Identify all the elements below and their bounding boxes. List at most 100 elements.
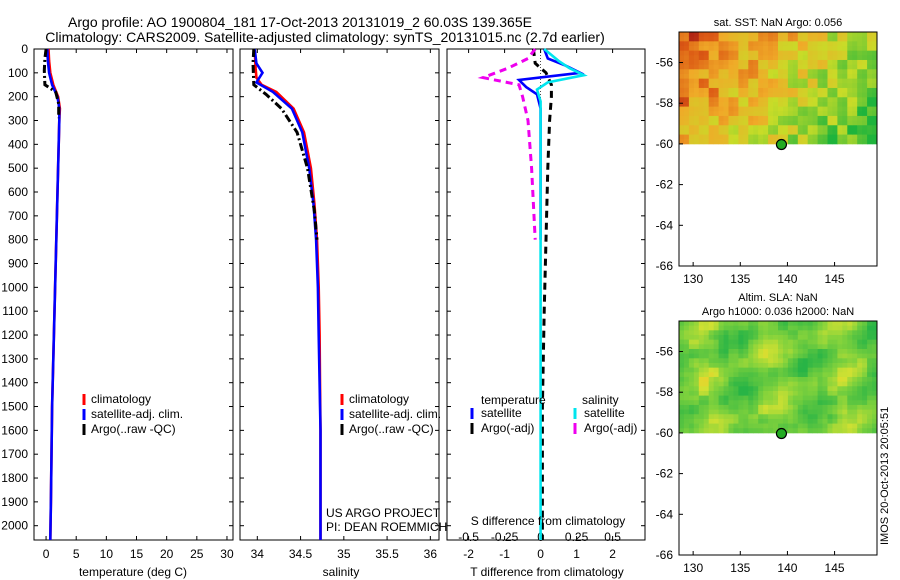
heatmap-cell [758,339,764,345]
heatmap-cell [743,134,749,140]
heatmap-cell [723,367,729,373]
heatmap-cell [852,414,858,420]
heatmap-cell [679,97,685,103]
heatmap-cell [713,418,719,424]
heatmap-cell [718,69,724,75]
heatmap-cell [743,106,749,112]
heatmap-cell [792,115,799,121]
heatmap-cell [688,120,695,126]
heatmap-cell [768,428,774,434]
heatmap-cell [792,32,799,38]
heatmap-cell [857,418,863,424]
sst-map-title: sat. SST: NaN Argo: 0.056 [714,17,842,29]
heatmap-cell [872,59,877,66]
heatmap-cell [679,358,685,364]
heatmap-cell [832,400,838,406]
heatmap-cell [837,73,843,80]
heatmap-cell [857,409,863,415]
heatmap-cell [787,344,794,350]
heatmap-cell [847,404,853,410]
heatmap-cell [753,381,759,387]
heatmap-cell [807,64,814,70]
heatmap-cell [782,339,789,345]
heatmap-cell [679,414,685,420]
heatmap-cell [743,404,749,410]
heatmap-cell [683,120,690,126]
heatmap-cell [852,55,858,61]
heatmap-cell [708,409,715,415]
heatmap-cell [763,395,769,401]
heatmap-cell [778,362,784,369]
heatmap-cell [807,358,814,364]
heatmap-cell [822,423,828,429]
heatmap-cell [688,134,695,140]
heatmap-cell [847,139,853,145]
heatmap-cell [679,428,685,434]
heatmap-cell [728,120,734,126]
heatmap-cell [842,367,848,373]
heatmap-cell [728,325,734,331]
heatmap-cell [718,83,724,89]
heatmap-cell [872,418,877,424]
heatmap-cell [832,362,838,369]
heatmap-cell [723,55,729,61]
heatmap-cell [723,404,729,410]
heatmap-cell [753,353,759,359]
heatmap-cell [778,404,784,410]
heatmap-cell [837,321,843,327]
heatmap-cell [708,134,715,140]
heatmap-cell [713,404,719,410]
heatmap-cell [758,36,764,42]
heatmap-cell [763,418,769,424]
heatmap-cell [753,87,759,94]
heatmap-cell [763,367,769,373]
heatmap-cell [807,362,814,369]
heatmap-cell [688,400,695,406]
heatmap-cell [748,409,754,415]
salinity-axes-frame [239,48,440,541]
heatmap-cell [787,45,794,52]
heatmap-cell [847,409,853,415]
heatmap-cell [867,87,873,94]
heatmap-cell [693,390,700,397]
heatmap-cell [792,59,799,66]
heatmap-cell [852,92,858,98]
heatmap-cell [753,348,759,355]
heatmap-cell [827,409,833,415]
heatmap-cell [763,139,769,145]
heatmap-cell [738,339,744,345]
heatmap-cell [679,69,685,75]
heatmap-cell [728,78,734,84]
heatmap-cell [827,325,833,331]
heatmap-cell [743,418,749,424]
heatmap-cell [857,372,863,378]
heatmap-cell [758,353,764,359]
heatmap-cell [763,334,769,341]
heatmap-cell [862,395,868,401]
heatmap-cell [872,404,877,410]
heatmap-cell [698,69,705,75]
heatmap-cell [693,134,700,140]
heatmap-cell [778,134,784,140]
heatmap-cell [872,69,877,75]
heatmap-cell [797,376,804,383]
heatmap-cell [817,414,823,420]
heatmap-cell [763,36,769,42]
heatmap-cell [872,87,877,94]
heatmap-cell [847,101,853,108]
heatmap-cell [842,325,848,331]
heatmap-cell [683,334,690,341]
heatmap-cell [688,111,695,117]
heatmap-cell [679,381,685,387]
heatmap-cell [693,59,700,66]
heatmap-cell [713,372,719,378]
heatmap-cell [837,32,843,38]
x-tick-label: 2 [609,547,616,561]
heatmap-cell [713,73,719,80]
heatmap-cell [718,409,724,415]
heatmap-cell [822,358,828,364]
heatmap-cell [832,69,838,75]
heatmap-cell [698,358,705,364]
heatmap-cell [832,83,838,89]
heatmap-cell [832,55,838,61]
